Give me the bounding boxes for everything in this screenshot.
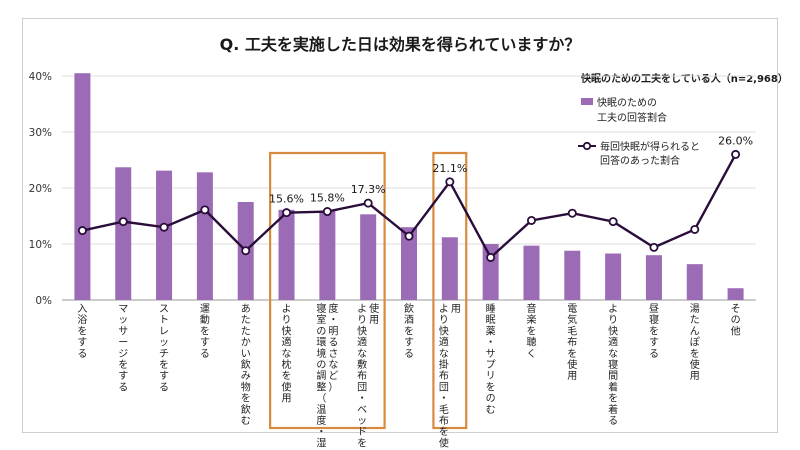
chart-subtitle: 快眠のための工夫をしている人（n=2,968） bbox=[580, 72, 788, 85]
line-point bbox=[649, 242, 659, 252]
y-tick-label: 20% bbox=[29, 183, 52, 195]
highlight-boxes bbox=[269, 151, 468, 430]
bar bbox=[727, 288, 744, 300]
x-tick-label: より快適な掛布団・毛布を使用 bbox=[439, 303, 461, 449]
x-tick-label: その他 bbox=[731, 303, 741, 337]
line-point bbox=[77, 226, 87, 236]
y-tick-label: 40% bbox=[29, 71, 52, 83]
y-tick-label: 0% bbox=[35, 295, 52, 307]
x-axis-labels: 入浴をする マッサージをする ストレッチをする 運動をする あたたかい飲み物を飲む より快… bbox=[77, 302, 740, 449]
line-point bbox=[159, 222, 169, 232]
x-tick-label: マッサージをする bbox=[118, 304, 128, 393]
legend-line-marker bbox=[582, 141, 592, 151]
bar bbox=[278, 209, 295, 300]
data-label: 17.3% bbox=[351, 183, 386, 196]
legend-bar-label-line2: 工夫の回答割合 bbox=[597, 111, 667, 124]
x-tick-label: 音楽を聴く bbox=[526, 302, 536, 360]
line-point bbox=[363, 198, 373, 208]
y-tick-label: 30% bbox=[29, 127, 52, 139]
data-labels: 15.6% 15.8% 17.3% 21.1% 26.0% bbox=[269, 134, 753, 205]
bar bbox=[523, 245, 540, 300]
x-tick-label: 睡眠薬・サプリをのむ bbox=[486, 302, 496, 416]
line-point bbox=[118, 217, 128, 227]
line-point bbox=[690, 224, 700, 234]
data-label: 15.6% bbox=[269, 193, 304, 206]
legend-bar-swatch bbox=[581, 98, 593, 105]
x-tick-label: 寝室の環境の調整（温度・湿度・明るさなど） bbox=[316, 302, 338, 449]
bar bbox=[156, 170, 173, 300]
line-point bbox=[200, 205, 210, 215]
line-point bbox=[445, 177, 455, 187]
line-point bbox=[731, 149, 741, 159]
chart-title: Q. 工夫を実施した日は効果を得られていますか？ bbox=[220, 35, 581, 54]
x-tick-label: あたたかい飲み物を飲む bbox=[241, 303, 251, 427]
x-tick-label: 昼寝をする bbox=[649, 303, 659, 360]
line-point bbox=[567, 208, 577, 218]
data-label: 15.8% bbox=[310, 192, 345, 205]
x-tick-label: 湯たんぽを使用 bbox=[690, 302, 700, 382]
bar bbox=[645, 255, 662, 300]
bar bbox=[319, 210, 336, 300]
data-label: 26.0% bbox=[718, 134, 753, 147]
bar bbox=[401, 227, 417, 300]
line-series bbox=[77, 149, 741, 262]
x-tick-label: 運動をする bbox=[200, 303, 210, 360]
data-label: 21.1% bbox=[432, 162, 467, 175]
y-axis-ticks: 0% 10% 20% 30% 40% bbox=[29, 71, 52, 307]
legend-line-label-line2: 回答のあった割合 bbox=[600, 154, 680, 167]
legend-bar-label-line1: 快眠のための bbox=[597, 97, 657, 109]
legend-line-label-line1: 毎回快眠が得られると bbox=[600, 140, 700, 153]
x-tick-label: 電気毛布を使用 bbox=[567, 303, 577, 382]
x-tick-label: より快適な敷布団・ベッドを使用 bbox=[357, 302, 379, 449]
x-tick-label: ストレッチをする bbox=[159, 304, 169, 393]
line-point bbox=[608, 217, 618, 227]
highlight-box bbox=[269, 151, 386, 430]
bar-series bbox=[74, 73, 744, 300]
line-point bbox=[322, 207, 332, 217]
bar bbox=[441, 237, 458, 300]
line-point bbox=[526, 215, 536, 225]
highlight-box bbox=[432, 151, 468, 430]
line-point bbox=[241, 246, 251, 256]
x-tick-label: より快適な寝間着を着る bbox=[608, 303, 618, 427]
bar bbox=[74, 73, 91, 300]
x-tick-label: より快適な枕を使用 bbox=[282, 303, 292, 405]
bar bbox=[360, 214, 377, 300]
line-point bbox=[282, 208, 292, 218]
x-tick-label: 飲酒をする bbox=[404, 302, 414, 360]
bar bbox=[605, 253, 622, 300]
x-tick-label: 入浴をする bbox=[77, 304, 87, 360]
legend: 快眠のための 工夫の回答割合 毎回快眠が得られると 回答のあった割合 bbox=[578, 97, 700, 167]
bar bbox=[196, 172, 213, 300]
bar bbox=[564, 250, 581, 300]
line-point bbox=[404, 231, 414, 241]
y-tick-label: 10% bbox=[29, 239, 52, 251]
line-point bbox=[486, 252, 496, 262]
bar bbox=[115, 167, 132, 300]
bar bbox=[686, 264, 703, 300]
